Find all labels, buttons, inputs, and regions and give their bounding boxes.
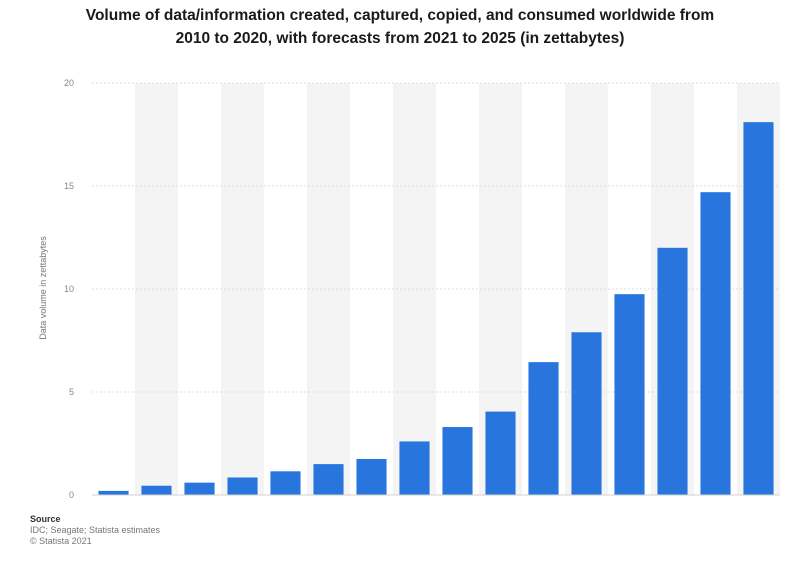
chart-title-line-1: Volume of data/information created, capt… [85,7,715,24]
bars [98,122,774,495]
bar[interactable] [313,464,344,495]
bar[interactable] [743,122,774,495]
bar[interactable] [141,485,172,495]
bar[interactable] [571,332,602,495]
source-heading: Source [30,514,61,524]
y-tick-label: 10 [64,284,74,294]
bar[interactable] [700,192,731,495]
bar[interactable] [528,362,559,495]
bar[interactable] [356,458,387,495]
y-axis-label: Data volume in zettabytes [38,236,48,340]
bar[interactable] [657,247,688,495]
bar[interactable] [227,477,258,495]
bar[interactable] [184,482,215,495]
y-tick-label: 0 [69,490,74,500]
y-tick-label: 20 [64,78,74,88]
chart-title: Volume of data/information created, capt… [20,4,780,50]
y-axis-ticks: 0 5 10 15 20 [64,78,74,500]
bar[interactable] [442,427,473,495]
bar[interactable] [270,471,301,495]
source-line: IDC; Seagate; Statista estimates [30,525,161,535]
bar[interactable] [614,294,645,495]
source-block: Source IDC; Seagate; Statista estimates … [30,514,160,547]
bar[interactable] [98,490,129,495]
copyright-line: © Statista 2021 [30,536,92,546]
bar[interactable] [485,411,516,495]
chart-title-line-2: 2010 to 2020, with forecasts from 2021 t… [175,30,625,47]
y-tick-label: 15 [64,181,74,191]
bar[interactable] [399,441,430,495]
y-tick-label: 5 [69,387,74,397]
